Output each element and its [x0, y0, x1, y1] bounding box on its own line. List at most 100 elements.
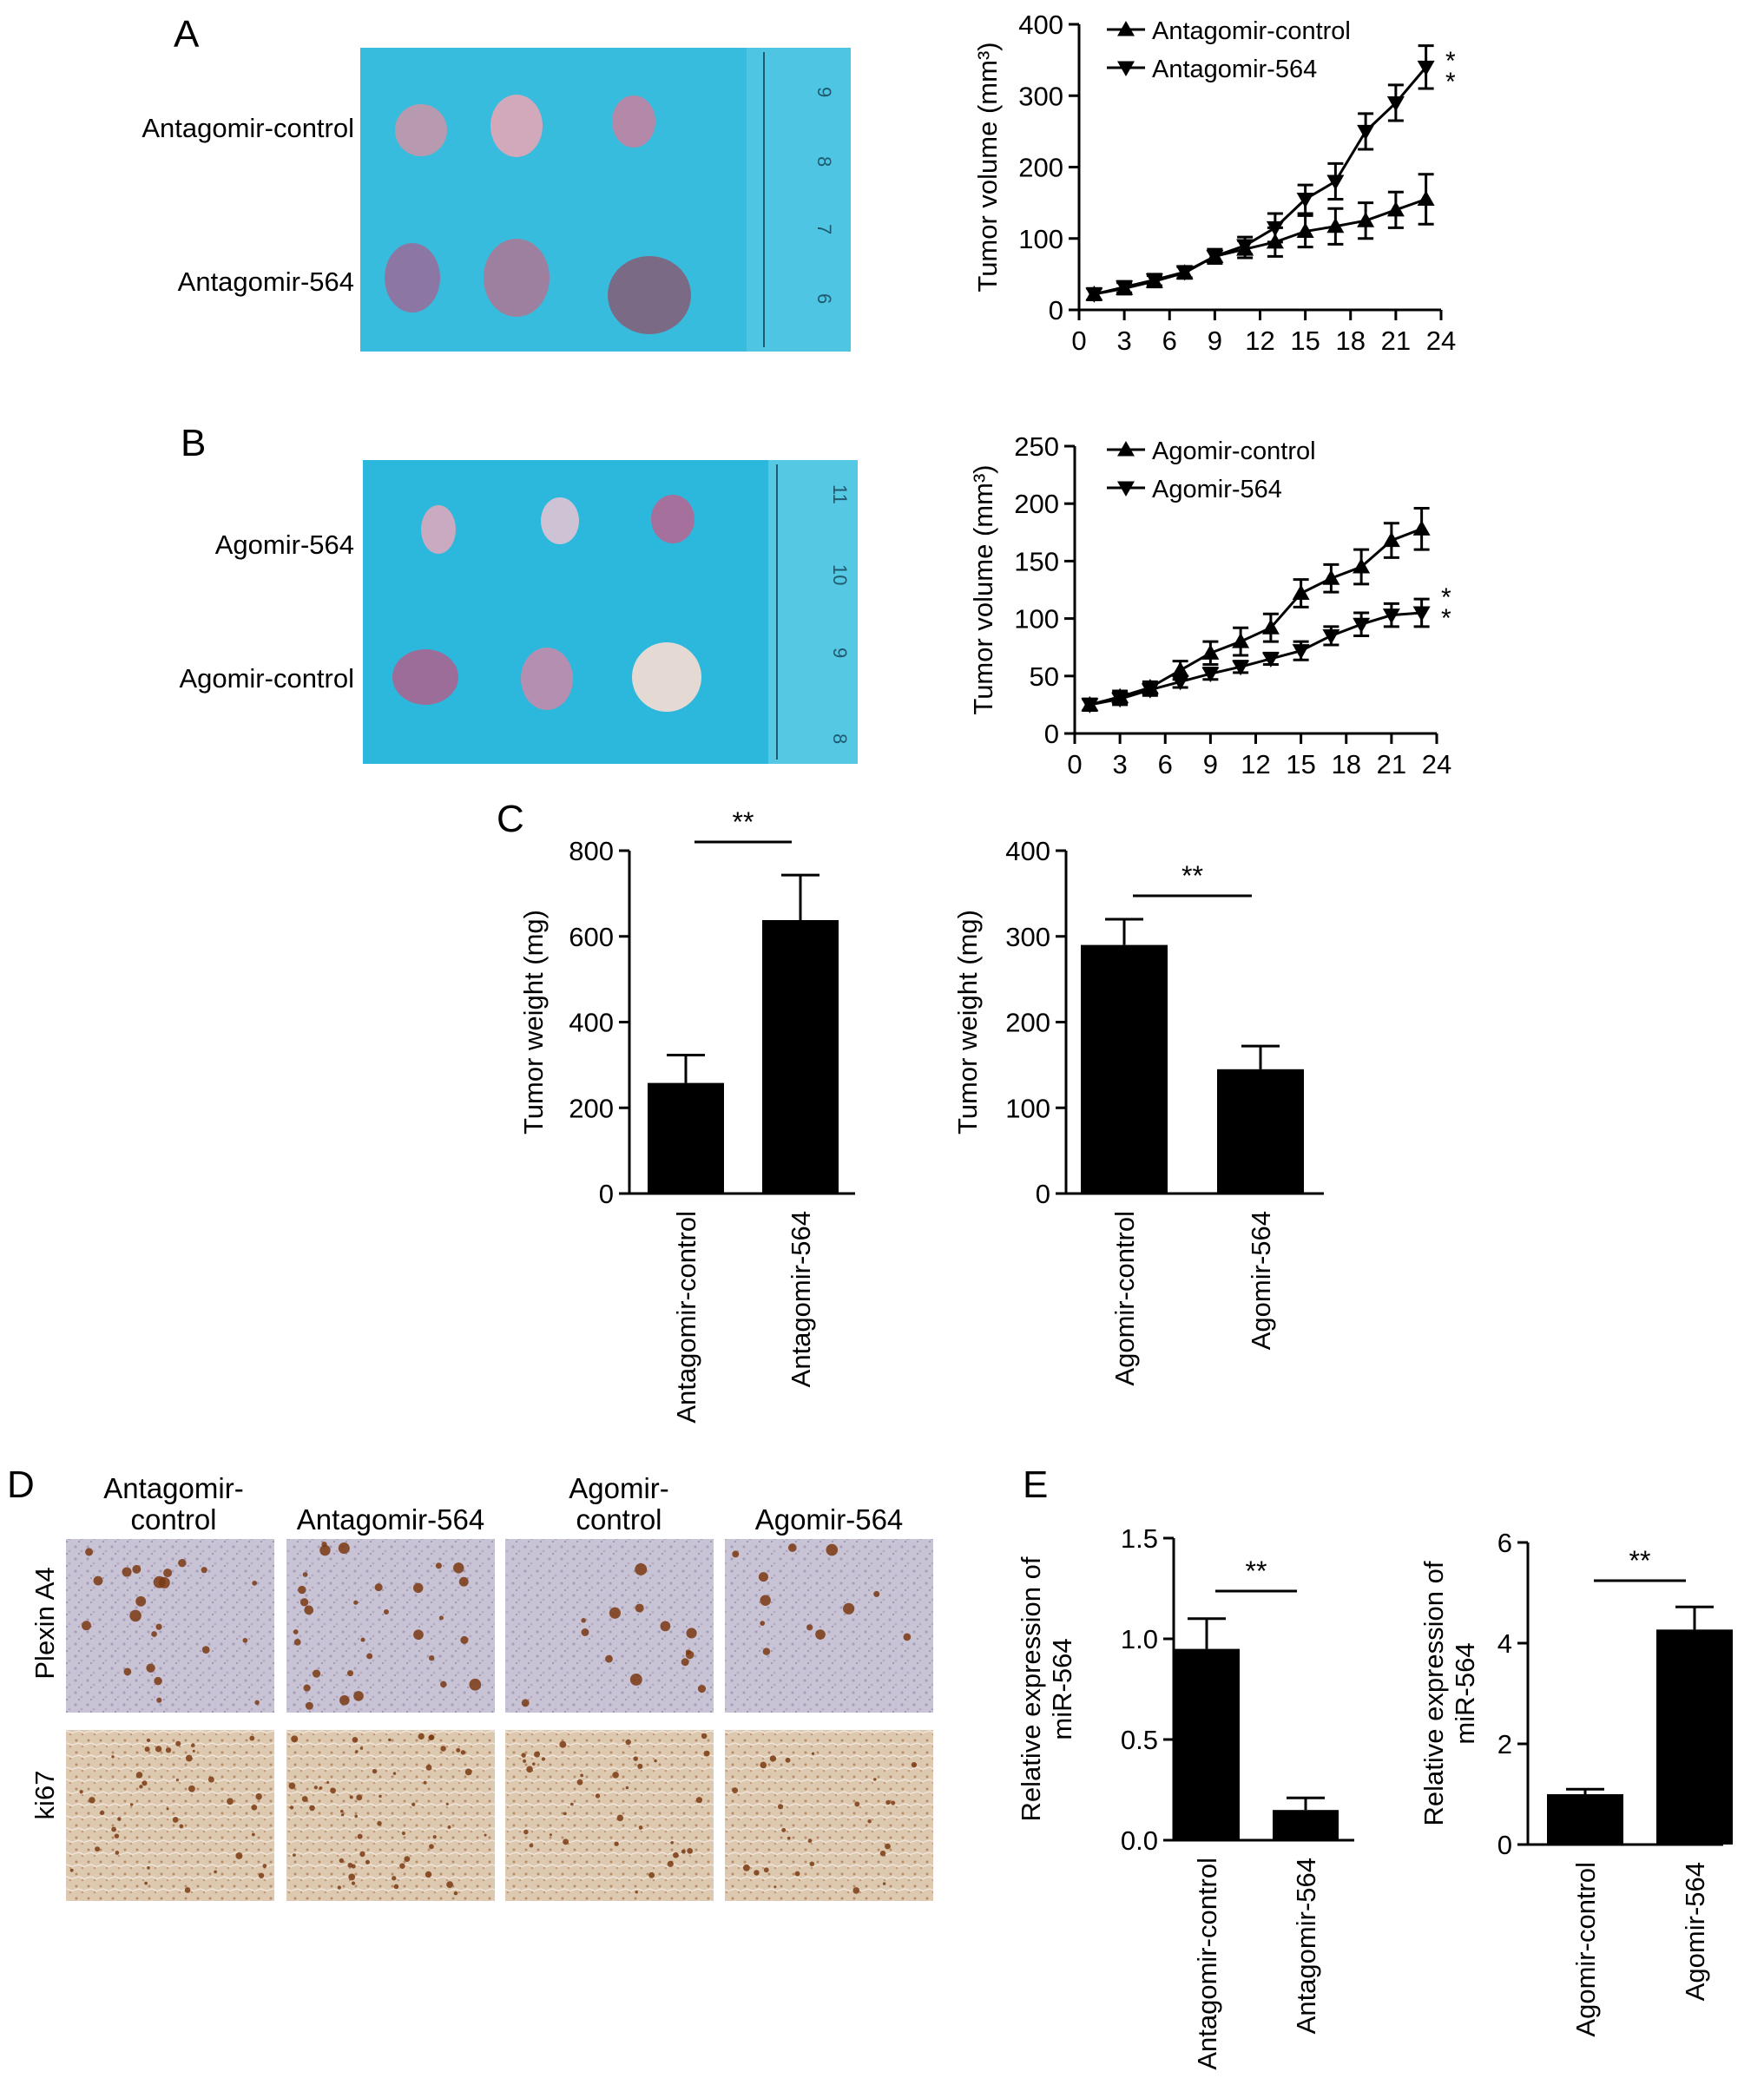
- ihc-stain-dot: [873, 1590, 880, 1597]
- y-tick-label: 0: [1044, 719, 1059, 749]
- x-tick-label: 6: [1158, 749, 1173, 779]
- photo-a: [360, 48, 851, 352]
- ihc-stain-dot: [411, 1802, 416, 1806]
- data-point-2: [1201, 667, 1220, 683]
- ihc-stain-dot: [701, 1733, 708, 1740]
- ihc-stain-dot: [384, 1608, 389, 1615]
- x-tick-label: 21: [1381, 326, 1411, 356]
- series-line-2: [1094, 66, 1427, 296]
- data-point-2: [1357, 124, 1375, 141]
- ihc-stain-dot: [304, 1605, 313, 1615]
- ihc-stain-dot: [891, 1800, 896, 1805]
- y-tick-label: 200: [1018, 153, 1063, 183]
- ihc-stain-dot: [353, 1691, 364, 1701]
- ihc-stain-dot: [732, 1550, 740, 1558]
- ihc-stain-dot: [69, 1868, 74, 1872]
- ihc-stain-dot: [302, 1572, 308, 1577]
- data-point-2: [1322, 628, 1340, 645]
- x-tick-label: 3: [1113, 749, 1128, 779]
- data-point-1: [1171, 661, 1189, 677]
- ihc-col-4-line-1: Agomir-564: [755, 1503, 904, 1536]
- y-tick-label: 4: [1497, 1628, 1512, 1659]
- series-line-1: [1094, 198, 1427, 296]
- ihc-stain-dot: [100, 1810, 105, 1815]
- significance-star: *: [1441, 604, 1451, 633]
- ihc-stain-dot: [89, 1797, 95, 1804]
- ihc-stain-dot: [438, 1615, 444, 1621]
- ihc-stain-dot: [686, 1628, 697, 1639]
- ihc-stain-dot: [529, 1843, 534, 1848]
- ruler-a-label-4: 6: [813, 293, 835, 304]
- y-axis-label: Tumor weight (mg): [952, 910, 983, 1134]
- bar-2: [1217, 1069, 1304, 1194]
- category-label-2: Antagomir-564: [786, 1211, 816, 1387]
- ruler-a-label-3: 7: [813, 224, 835, 234]
- y-axis-label: miR-564: [1450, 1642, 1480, 1744]
- series-line-1: [1089, 527, 1423, 707]
- y-tick-label: 400: [1018, 10, 1063, 40]
- x-tick-label: 9: [1208, 326, 1222, 356]
- ihc-stain-dot: [115, 1851, 120, 1855]
- ihc-stain-dot: [681, 1849, 686, 1854]
- data-point-2: [1236, 239, 1254, 254]
- ihc-stain-dot: [581, 1618, 586, 1623]
- ihc-stain-dot: [293, 1629, 299, 1634]
- ihc-stain-dot: [885, 1843, 891, 1850]
- y-tick-label: 400: [569, 1008, 614, 1038]
- legend-label-2: Agomir-564: [1152, 476, 1282, 503]
- y-axis-label: Relative expression of: [1016, 1556, 1046, 1821]
- line-chart-b: 0 50 100 150 200 250 0 3 6 9 12 15 18 21 24 Tumor volum…: [968, 431, 1451, 779]
- y-tick-label: 6: [1497, 1528, 1512, 1558]
- y-tick-label: 200: [1014, 489, 1059, 519]
- panel-label-e: E: [1023, 1463, 1048, 1506]
- bar-1: [1174, 1648, 1240, 1840]
- ihc-stain-dot: [625, 1739, 631, 1746]
- ihc-tiles: [66, 1539, 933, 1901]
- x-tick-label: 15: [1290, 326, 1320, 356]
- ihc-stain-dot: [852, 1887, 860, 1894]
- ihc-stain-dot: [685, 1650, 694, 1660]
- data-point-1: [1296, 222, 1314, 239]
- legend-marker-2: [1117, 61, 1135, 76]
- ihc-stain-dot: [251, 1804, 258, 1811]
- ihc-stain-dot: [549, 1833, 552, 1837]
- bar-chart-e2: 0 2 4 6 Relative expression of miR-564 Agomir-…: [1418, 1528, 1733, 2037]
- ihc-stain-dot: [366, 1653, 373, 1660]
- x-tick-label: 18: [1332, 749, 1361, 779]
- x-tick-label: 0: [1071, 326, 1086, 356]
- ihc-row-label-ki67: ki67: [30, 1771, 60, 1820]
- ihc-stain-dot: [82, 1621, 91, 1631]
- ihc-stain-dot: [732, 1787, 739, 1794]
- ihc-stain-dot: [348, 1873, 356, 1881]
- x-tick-label: 15: [1286, 749, 1315, 779]
- ruler-a-label-1: 9: [813, 87, 835, 97]
- ihc-stain-dot: [703, 1750, 710, 1757]
- ihc-stain-dot: [763, 1867, 769, 1873]
- significance-label: **: [1246, 1555, 1267, 1587]
- y-tick-label: 0.5: [1121, 1725, 1158, 1755]
- photo-a-row-2-label: Antagomir-564: [178, 266, 354, 297]
- tumor-b-2: [541, 497, 579, 544]
- y-axis-label: Tumor weight (mg): [518, 910, 549, 1134]
- ihc-stain-dot: [460, 1635, 469, 1645]
- ihc-stain-dot: [695, 1797, 703, 1804]
- line-chart-a: 0 100 200 300 400 0 3 6 9 12 15 18 21 24 Tumor volume …: [972, 10, 1456, 356]
- bar-chart-e1: 0.0 0.5 1.0 1.5 Relative expression of miR-56…: [1016, 1523, 1354, 2070]
- ihc-stain-dot: [359, 1746, 364, 1750]
- ihc-stain-dot: [374, 1583, 383, 1592]
- data-point-2: [1382, 608, 1400, 624]
- ihc-stain-dot: [338, 1542, 350, 1555]
- ihc-stain-dot: [460, 1750, 466, 1755]
- ihc-stain-dot: [146, 1663, 155, 1673]
- y-tick-label: 1.5: [1121, 1523, 1158, 1554]
- ihc-stain-dot: [249, 1735, 255, 1741]
- ihc-stain-dot: [532, 1762, 536, 1766]
- y-axis-label: Relative expression of: [1418, 1561, 1449, 1825]
- ihc-stain-dot: [777, 1804, 784, 1810]
- panel-label-b: B: [181, 422, 206, 464]
- ihc-stain-dot: [321, 1542, 327, 1548]
- ihc-stain-dot: [132, 1564, 142, 1574]
- bar-1: [648, 1082, 724, 1194]
- ihc-stain-dot: [303, 1684, 311, 1692]
- tumor-b-1: [421, 505, 456, 554]
